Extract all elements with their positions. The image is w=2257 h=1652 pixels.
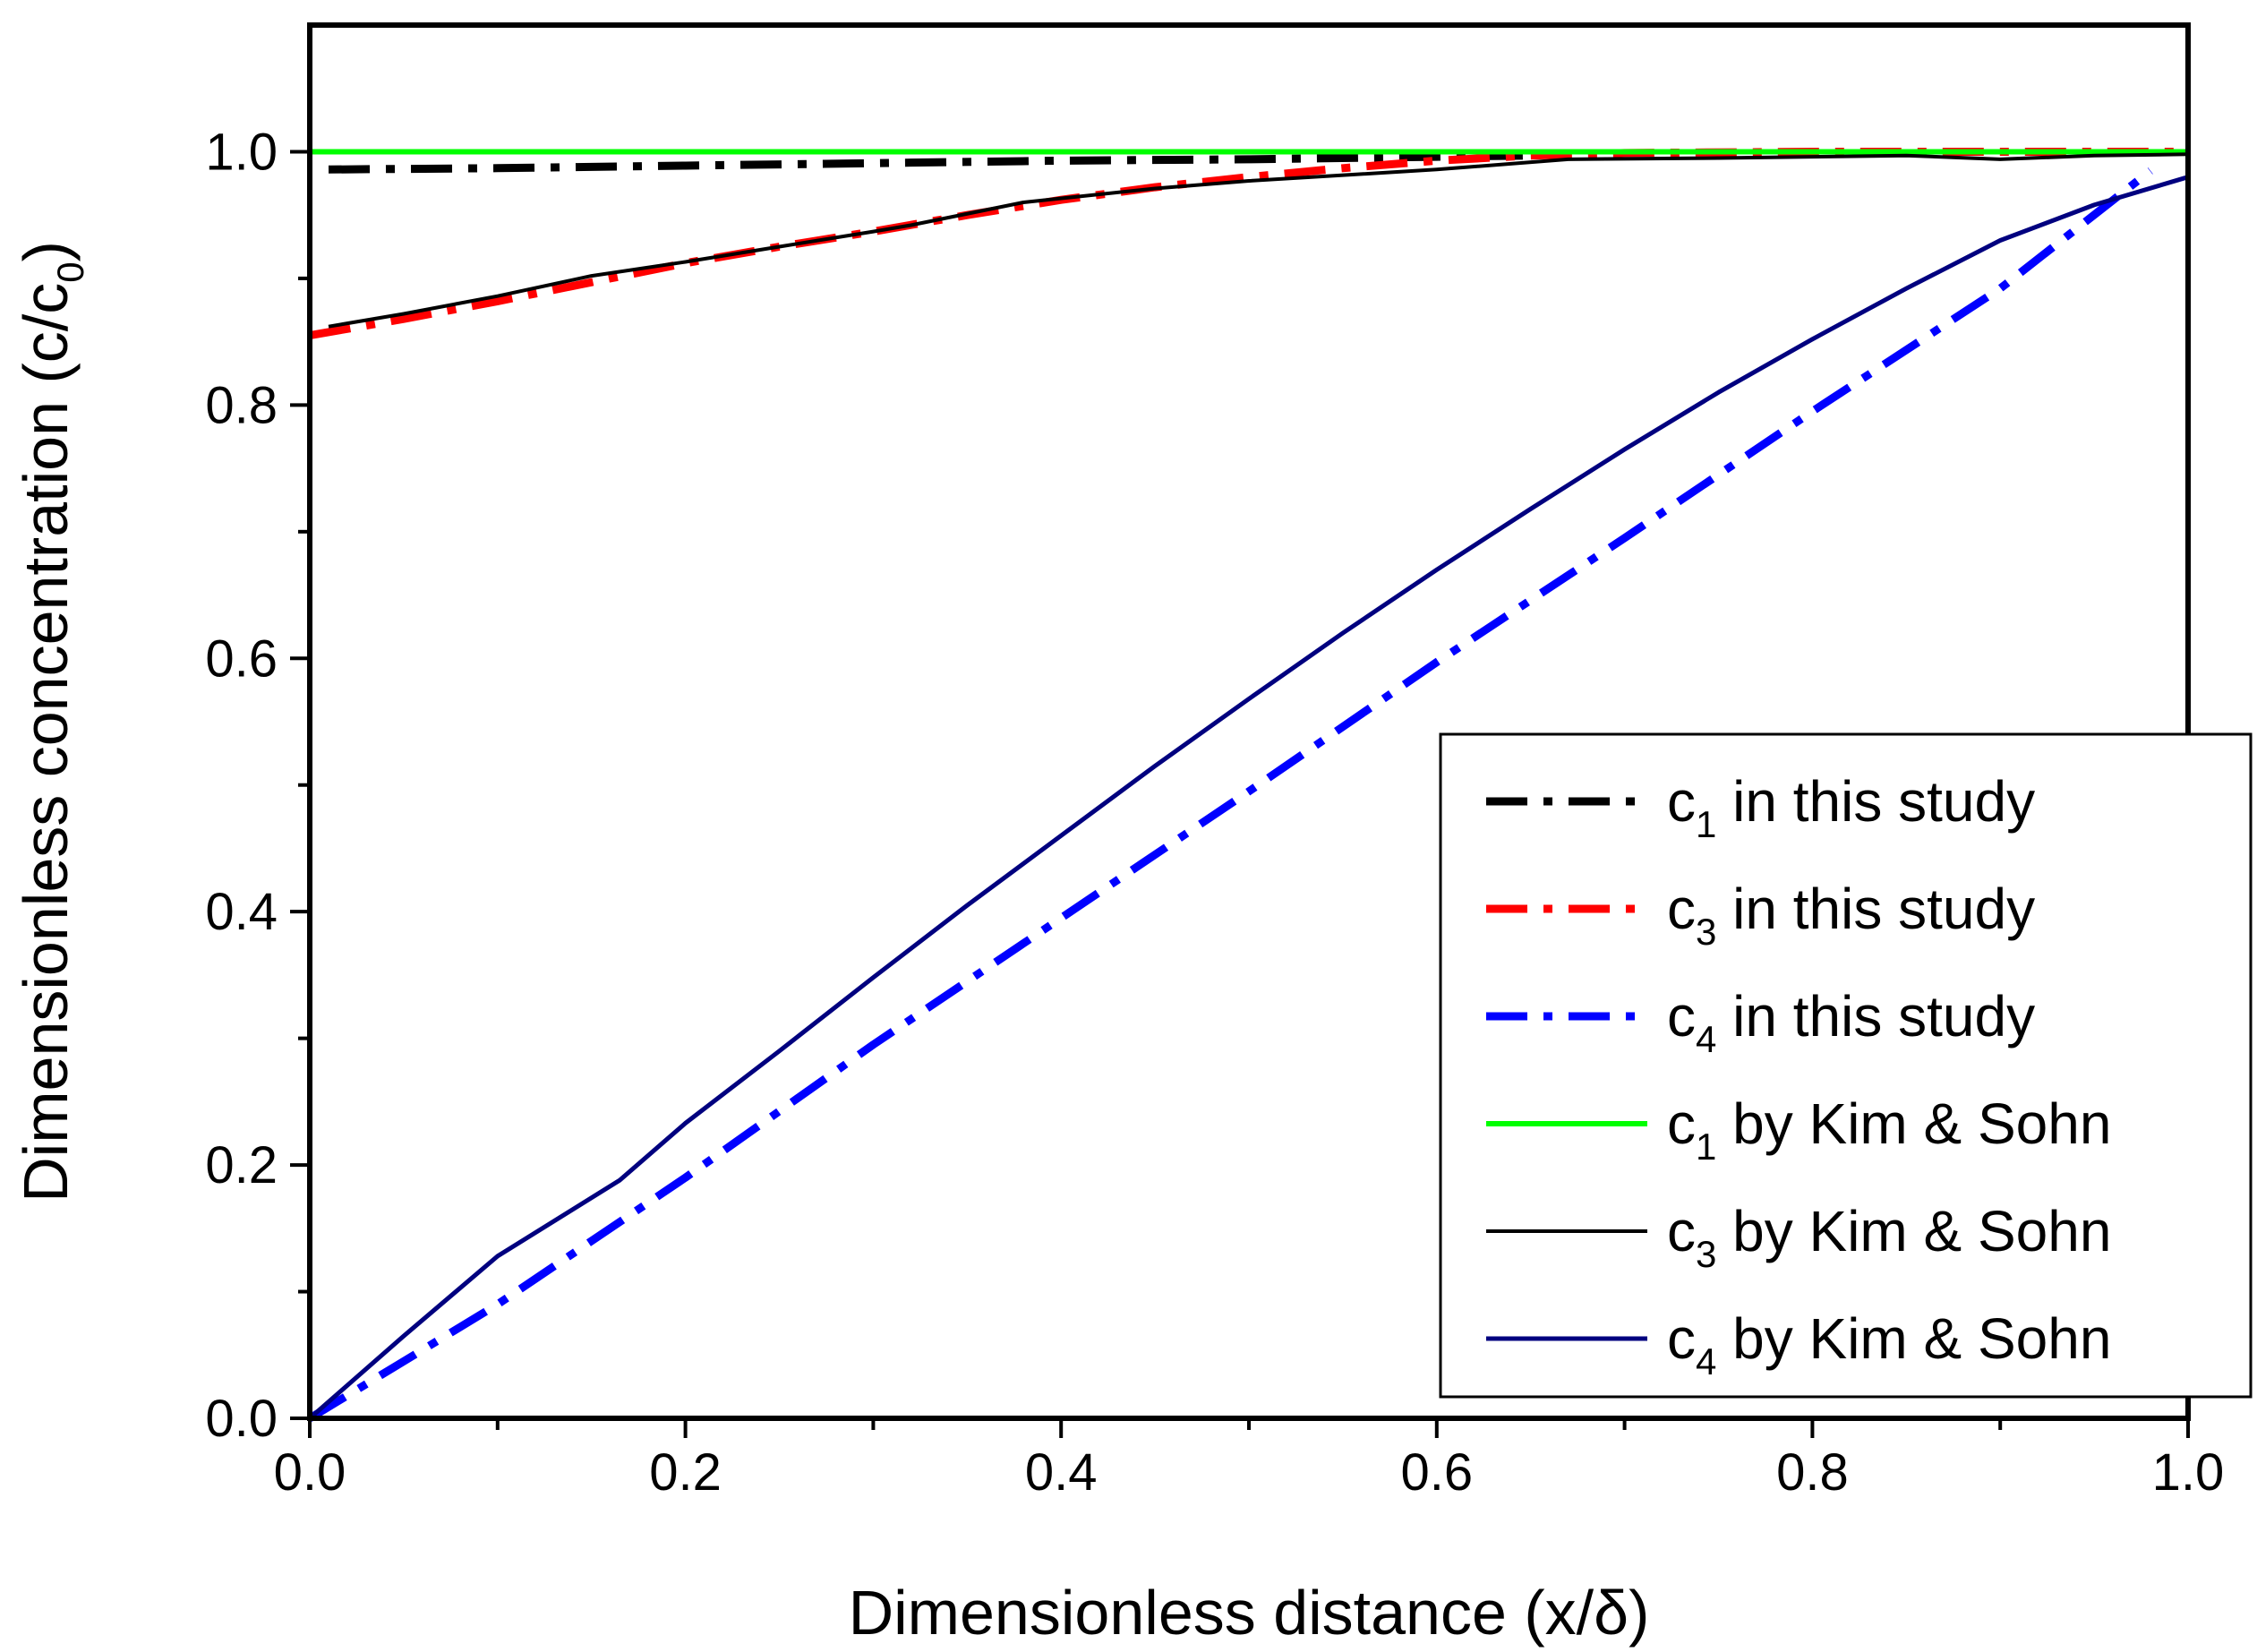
series-line-c3-study xyxy=(309,148,2188,340)
y-tick-label: 0.2 xyxy=(205,1136,278,1194)
x-tick-label: 1.0 xyxy=(2152,1443,2225,1502)
y-tick-label: 0.8 xyxy=(205,376,278,434)
legend-label-c4-kim: c4 by Kim & Sohn xyxy=(1667,1306,2111,1382)
legend: c1 in this study c3 in this study c4 in th… xyxy=(1439,732,2253,1399)
y-tick-label: 1.0 xyxy=(205,123,278,181)
legend-label-c1-study: c1 in this study xyxy=(1667,769,2035,845)
x-tick-label: 0.2 xyxy=(649,1443,722,1502)
y-axis-title: Dimensionless concentration (c/c0) xyxy=(11,241,91,1203)
legend-label-c4-study: c4 in this study xyxy=(1667,984,2035,1060)
y-tick-label: 0.0 xyxy=(205,1390,278,1448)
y-tick-label: 0.6 xyxy=(205,629,278,688)
x-tick-label: 0.8 xyxy=(1776,1443,1849,1502)
series-line-c4-study xyxy=(307,167,2153,1422)
legend-box xyxy=(1439,732,2253,1399)
plot-lines xyxy=(307,148,2189,1422)
x-axis-title: Dimensionless distance (x/δ) xyxy=(849,1578,1650,1648)
y-tick-label: 0.4 xyxy=(205,883,278,941)
series-line-c3-kim xyxy=(328,152,2189,329)
x-tick-label: 0.4 xyxy=(1025,1443,1098,1502)
legend-label-c3-study: c3 in this study xyxy=(1667,877,2035,953)
axis-tick-labels: 0.0 0.2 0.4 0.6 0.8 1.0 0.0 0.2 0.4 0.6 0.8 1.0 xyxy=(205,123,2224,1502)
legend-label-c1-kim: c1 by Kim & Sohn xyxy=(1667,1091,2111,1168)
x-tick-label: 0.6 xyxy=(1400,1443,1473,1502)
series-line-c4-kim xyxy=(308,175,2189,1420)
series-line-c1-study xyxy=(328,151,1531,174)
axis-ticks xyxy=(290,150,2190,1438)
x-tick-label: 0.0 xyxy=(274,1443,346,1502)
legend-label-c3-kim: c3 by Kim & Sohn xyxy=(1667,1199,2111,1275)
